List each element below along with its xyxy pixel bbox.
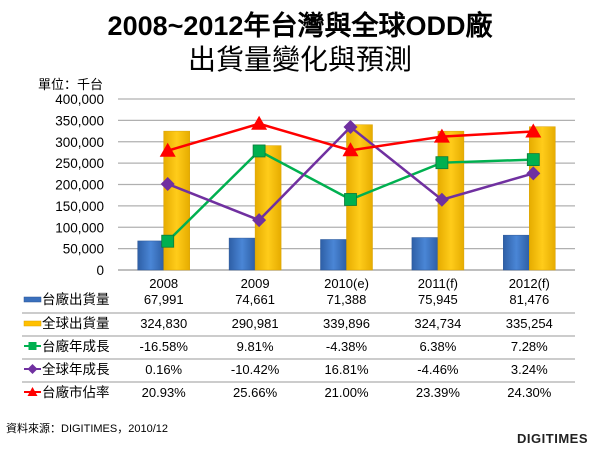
table-cell: 339,896: [323, 316, 370, 331]
y-tick-label: 200,000: [55, 178, 104, 193]
y-tick-label: 300,000: [55, 135, 104, 150]
y-tick-label: 150,000: [55, 199, 104, 214]
table-cell: 3.24%: [511, 362, 548, 377]
table-cell: 23.39%: [416, 385, 461, 400]
bar-taiwan-shipments: [411, 237, 439, 271]
marker-square: [435, 156, 449, 170]
table-cell: -4.46%: [417, 362, 459, 377]
bar-global-shipments: [254, 145, 282, 271]
table-cell: 0.16%: [145, 362, 182, 377]
marker-square: [252, 144, 266, 158]
marker-square: [526, 153, 540, 167]
x-tick-label: 2012(f): [509, 276, 550, 291]
x-tick-label: 2010(e): [324, 276, 369, 291]
y-tick-label: 350,000: [55, 113, 104, 128]
table-cell: 20.93%: [142, 385, 187, 400]
marker-triangle: [159, 142, 176, 157]
table-cell: -4.38%: [326, 339, 368, 354]
source-note: 資料來源：DIGITIMES，2010/12: [6, 423, 168, 435]
table-cell: 290,981: [232, 316, 279, 331]
legend-marker-diamond: [27, 364, 38, 374]
y-tick-label: 250,000: [55, 156, 104, 171]
bar-global-shipments: [529, 126, 556, 271]
x-tick-label: 2011(f): [418, 276, 458, 291]
chart-subtitle: 出貨量變化與預測: [187, 44, 412, 75]
marker-triangle: [525, 123, 542, 138]
legend-marker-square: [28, 342, 37, 350]
legend-label: 台廠市佔率: [42, 384, 110, 400]
table-cell: 7.28%: [511, 339, 548, 354]
legend-label: 台廠出貨量: [42, 291, 110, 307]
table-cell: 324,734: [414, 316, 461, 331]
table-cell: 16.81%: [324, 362, 369, 377]
table-cell: 9.81%: [237, 339, 274, 354]
marker-square: [344, 193, 357, 206]
bar-taiwan-shipments: [137, 240, 164, 271]
legend-marker-triangle: [27, 387, 38, 396]
bar-taiwan-shipments: [503, 234, 530, 271]
table-cell: 335,254: [506, 316, 553, 331]
table-cell: 71,388: [327, 292, 367, 307]
table-cell: 74,661: [235, 292, 275, 307]
table-cell: -10.42%: [231, 362, 280, 377]
marker-square: [161, 234, 175, 248]
marker-triangle: [433, 128, 450, 143]
digitimes-logo: DIGITIMES: [517, 431, 588, 446]
chart-title: 2008~2012年台灣與全球ODD廠: [107, 11, 493, 41]
legend-label: 全球年成長: [42, 361, 110, 377]
x-tick-label: 2008: [149, 276, 178, 291]
bar-taiwan-shipments: [228, 237, 256, 271]
table-cell: 81,476: [509, 292, 549, 307]
y-tick-label: 50,000: [63, 242, 104, 257]
legend-key-bar: [23, 296, 42, 303]
table-cell: 21.00%: [324, 385, 369, 400]
table-cell: 324,830: [140, 316, 187, 331]
x-tick-label: 2009: [241, 276, 270, 291]
table-cell: 67,991: [144, 292, 184, 307]
table-cell: 75,945: [418, 292, 458, 307]
marker-diamond: [526, 166, 541, 181]
y-tick-label: 400,000: [55, 92, 104, 107]
marker-diamond: [434, 192, 449, 207]
unit-label: 單位：千台: [38, 77, 104, 92]
table-cell: -16.58%: [139, 339, 188, 354]
table-cell: 25.66%: [233, 385, 278, 400]
marker-triangle: [251, 115, 268, 130]
legend-label: 台廠年成長: [42, 338, 110, 354]
table-cell: 24.30%: [507, 385, 552, 400]
marker-diamond: [252, 213, 267, 228]
legend-key-bar: [23, 320, 42, 327]
bar-taiwan-shipments: [320, 239, 347, 271]
y-tick-label: 100,000: [55, 220, 104, 235]
marker-diamond: [160, 176, 175, 191]
legend-label: 全球出貨量: [42, 315, 110, 331]
marker-diamond: [343, 120, 358, 135]
marker-triangle: [342, 142, 359, 157]
table-cell: 6.38%: [419, 339, 456, 354]
y-tick-label: 0: [96, 263, 104, 278]
